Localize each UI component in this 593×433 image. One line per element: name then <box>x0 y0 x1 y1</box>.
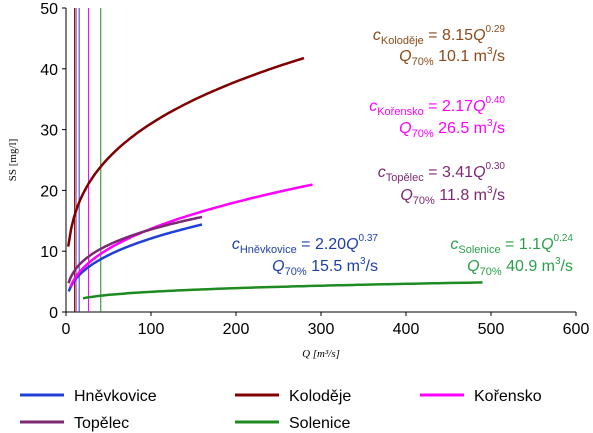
series-line <box>66 56 305 247</box>
y-tick-label: 20 <box>40 183 58 200</box>
y-tick-label: 50 <box>40 1 58 18</box>
q70-label: Q70% 40.9 m3/s <box>467 256 573 278</box>
equation-label: cKoloděje = 8.15Q0.29 <box>373 24 506 47</box>
legend-item: Solenice <box>235 415 350 432</box>
legend-label: Koloděje <box>289 388 351 405</box>
legend-label: Topělec <box>74 415 129 432</box>
legend-item: Kořensko <box>420 388 542 405</box>
series-line <box>69 183 313 288</box>
q70-label: Q70% 15.5 m3/s <box>272 256 378 278</box>
series-line <box>67 223 203 292</box>
equation-label: cSolenice = 1.1Q0.24 <box>450 233 573 256</box>
x-tick-label: 600 <box>563 321 590 338</box>
legend-item: Topělec <box>20 415 129 432</box>
y-axis-title: SS [mg/l] <box>7 139 19 181</box>
x-tick-label: 500 <box>478 321 505 338</box>
x-axis-ticks: 0 100 200 300 400 500 600 <box>62 312 590 338</box>
q70-label: Q70% 26.5 m3/s <box>399 118 505 140</box>
y-tick-label: 10 <box>40 244 58 261</box>
legend: Hněvkovice Koloděje Kořensko Topělec Solenic… <box>20 388 542 432</box>
y-tick-label: 30 <box>40 123 58 140</box>
y-tick-label: 0 <box>49 305 58 322</box>
legend-item: Koloděje <box>235 388 351 405</box>
equation-label: cKořensko = 2.17Q0.40 <box>369 95 505 118</box>
x-tick-label: 400 <box>393 321 420 338</box>
x-tick-label: 0 <box>62 321 71 338</box>
y-axis-ticks: 0 10 20 30 40 50 <box>40 1 66 322</box>
q70-marker-lines <box>74 8 102 312</box>
equation-label: cTopělec = 3.41Q0.30 <box>378 161 506 184</box>
x-axis-title: Q [m³/s] <box>302 348 340 360</box>
x-tick-label: 300 <box>308 321 335 338</box>
legend-label: Hněvkovice <box>74 388 157 405</box>
q70-label: Q70% 10.1 m3/s <box>399 46 505 68</box>
series-line <box>82 281 483 300</box>
equation-label: cHněvkovice = 2.20Q0.37 <box>232 233 379 256</box>
y-tick-label: 40 <box>40 62 58 79</box>
x-tick-label: 100 <box>138 321 165 338</box>
legend-item: Hněvkovice <box>20 388 157 405</box>
legend-label: Solenice <box>289 415 350 432</box>
q70-label: Q70% 11.8 m3/s <box>400 185 505 207</box>
series-line <box>67 215 203 284</box>
x-tick-label: 200 <box>223 321 250 338</box>
legend-label: Kořensko <box>474 388 542 405</box>
series-curves <box>66 56 483 300</box>
